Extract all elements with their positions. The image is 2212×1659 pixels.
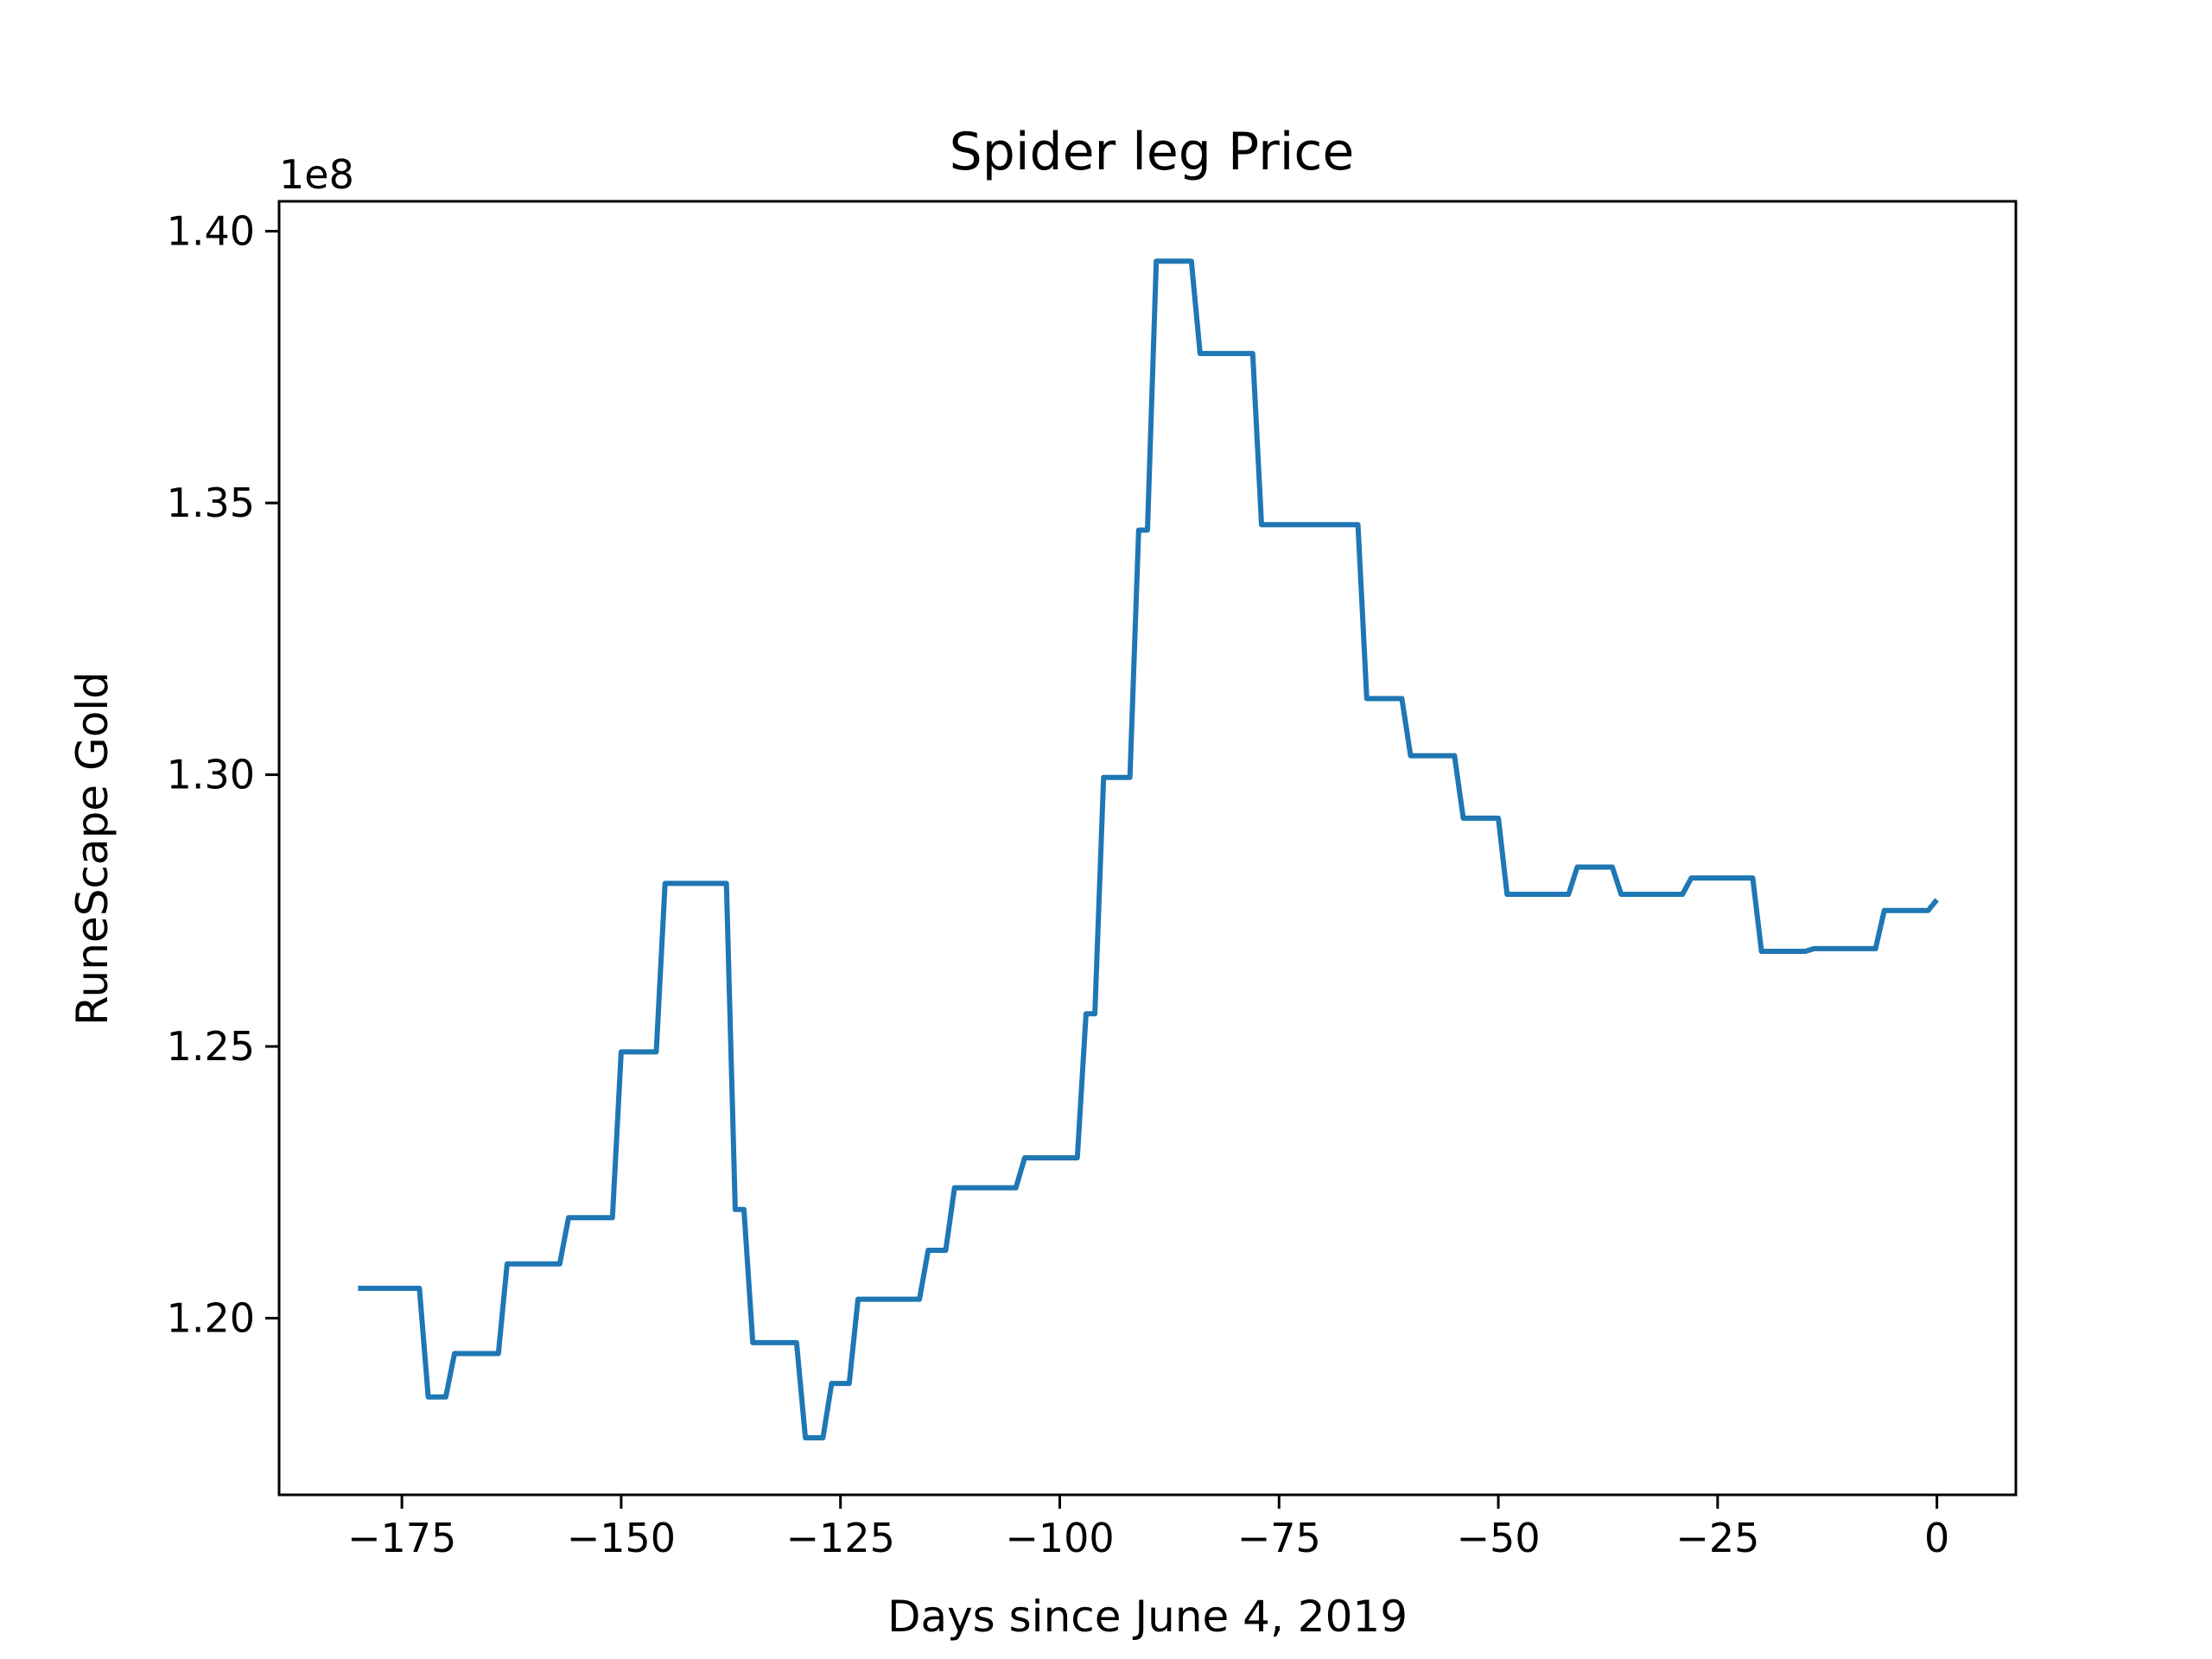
x-tick-label: −175	[347, 1515, 456, 1561]
plot-area	[277, 200, 2018, 1497]
x-tick-label: −125	[786, 1515, 895, 1561]
y-tick-label: 1.30	[167, 752, 255, 798]
x-axis-ticks: −175 −150 −125 −100 −75 −50 −25 0	[347, 1495, 1949, 1561]
y-axis-offset-text: 1e8	[279, 151, 354, 198]
y-tick-label: 1.35	[167, 480, 255, 526]
y-axis-label: RuneScape Gold	[67, 671, 118, 1026]
x-tick-label: −75	[1237, 1515, 1321, 1561]
x-tick-label: −100	[1005, 1515, 1114, 1561]
x-tick-label: −25	[1675, 1515, 1759, 1561]
y-tick-label: 1.40	[167, 208, 255, 255]
plot-frame	[277, 200, 2018, 1497]
x-tick-label: −150	[567, 1515, 676, 1561]
y-tick-label: 1.20	[167, 1295, 255, 1342]
x-tick-label: −50	[1457, 1515, 1541, 1561]
x-axis-label: Days since June 4, 2019	[887, 1592, 1408, 1642]
y-tick-label: 1.25	[167, 1023, 255, 1070]
y-axis-ticks: 1.20 1.25 1.30 1.35 1.40	[167, 208, 279, 1342]
x-tick-label: 0	[1924, 1515, 1949, 1561]
chart-title: Spider leg Price	[950, 122, 1355, 182]
series-line	[358, 258, 1939, 1440]
